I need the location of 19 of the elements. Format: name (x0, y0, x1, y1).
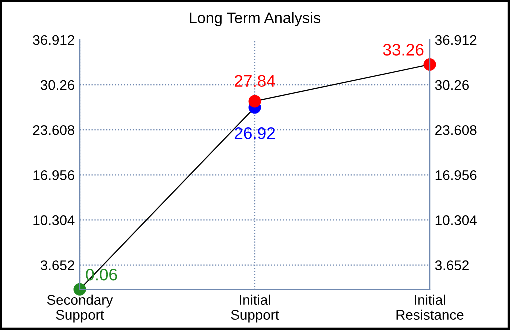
y-tick-label: 30.26 (40, 80, 75, 90)
x-tick-label: Secondary Support (47, 294, 114, 323)
y-tick-label: 10.304 (34, 216, 75, 226)
y2-tick-label: 23.608 (436, 125, 477, 136)
y-tick-label: 36.912 (33, 35, 74, 46)
y2-tick-label: 16.956 (436, 170, 477, 180)
y-tick-label: 16.956 (34, 170, 75, 180)
x-tick-label: Initial Resistance (396, 294, 464, 320)
y-tick-label: 3.652 (40, 260, 74, 270)
y2-tick-label: 3.652 (435, 260, 469, 270)
chart-title: Long Term Analysis (190, 12, 321, 27)
data-label: 33.26 (383, 44, 424, 56)
y2-tick-label: 10.304 (436, 216, 477, 226)
data-label: 27.84 (234, 75, 276, 88)
y-tick-label: 23.608 (33, 125, 75, 136)
x-tick-label: Initial Support (231, 294, 280, 323)
data-label: 26.92 (234, 128, 276, 140)
y2-tick-label: 36.912 (435, 35, 477, 46)
y2-tick-label: 30.26 (435, 80, 470, 90)
